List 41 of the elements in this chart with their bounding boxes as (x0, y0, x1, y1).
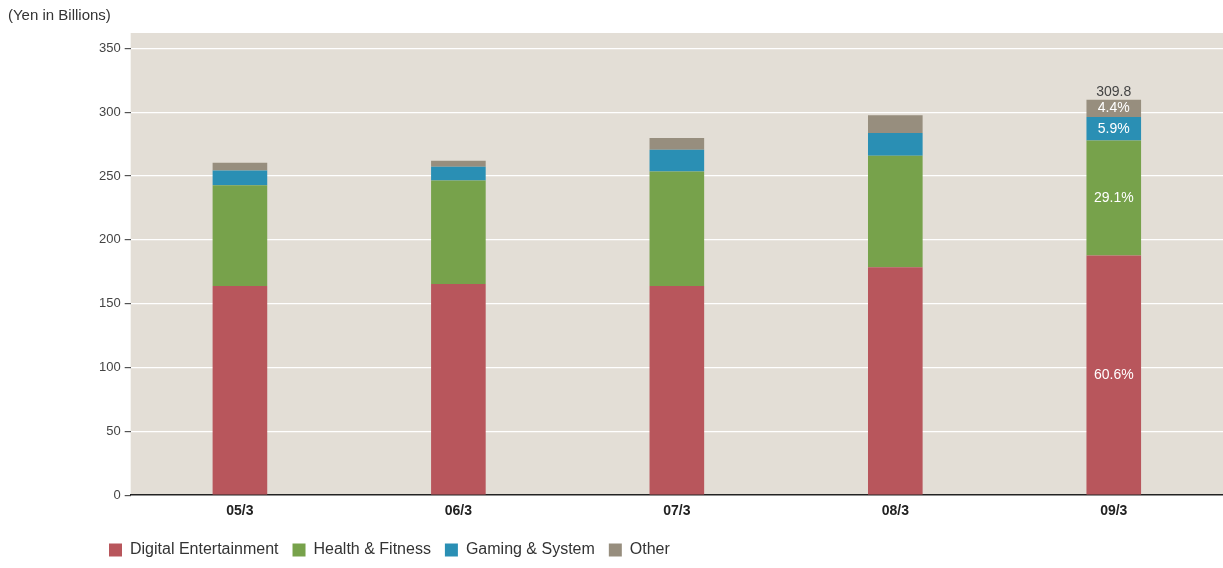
legend-label: Other (629, 540, 671, 558)
bar (431, 284, 486, 495)
y-tick-label: 0 (113, 486, 121, 502)
bar (212, 162, 268, 171)
x-tick-label: 09/3 (1100, 502, 1128, 519)
bar (1086, 140, 1142, 256)
bar (431, 180, 486, 285)
bar (868, 267, 923, 495)
legend-label: Health & Fitness (313, 540, 431, 558)
bar (1086, 255, 1142, 495)
x-tick-label: 06/3 (444, 502, 473, 519)
bar (212, 185, 268, 287)
bar (649, 286, 705, 495)
bar (649, 149, 705, 172)
bar (868, 115, 923, 134)
bar (431, 166, 486, 181)
bar (431, 160, 486, 167)
y-tick-label: 100 (98, 359, 121, 375)
y-tick-label: 250 (98, 167, 121, 183)
annotation: 29.1% (1093, 188, 1134, 205)
legend-label: Digital Entertainment (130, 540, 280, 558)
y-tick-label: 150 (98, 295, 121, 311)
total-label: 309.8 (1096, 82, 1132, 99)
bar (649, 137, 705, 150)
annotation: 4.4% (1097, 99, 1130, 116)
y-tick-label: 350 (98, 39, 121, 55)
y-tick-label: 200 (98, 231, 121, 247)
x-tick-label: 08/3 (881, 502, 910, 519)
bar (649, 171, 705, 287)
x-tick-label: 05/3 (226, 502, 254, 519)
bar (212, 170, 268, 186)
bar (212, 286, 268, 495)
x-tick-label: 07/3 (663, 502, 691, 519)
y-tick-label: 300 (98, 103, 121, 119)
legend-label: Gaming & System (465, 540, 595, 558)
bar (868, 133, 923, 156)
annotation: 60.6% (1093, 365, 1134, 382)
annotation: 5.9% (1097, 119, 1130, 136)
bar (868, 155, 923, 268)
y-tick-label: 50 (106, 422, 121, 438)
y-axis-title: (Yen in Billions) (8, 5, 111, 23)
